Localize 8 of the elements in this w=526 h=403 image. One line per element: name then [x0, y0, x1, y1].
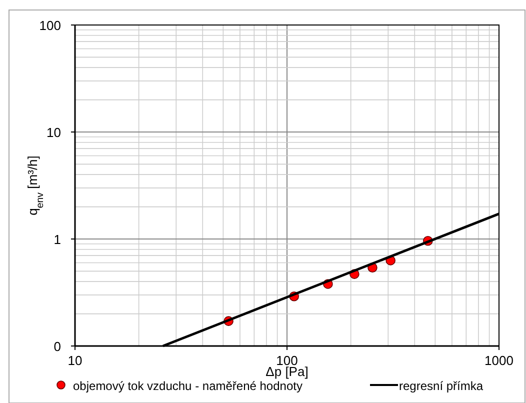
y-tick-label: 10 [46, 125, 61, 140]
y-tick-label: 0 [54, 339, 61, 354]
legend-label: regresní přímka [399, 379, 484, 393]
y-tick-label: 1 [54, 232, 61, 247]
x-tick-label: 10 [68, 353, 82, 368]
x-tick-label: 1000 [484, 353, 514, 368]
y-tick-label: 100 [39, 18, 61, 33]
legend-label: objemový tok vzduchu - naměřené hodnoty [73, 379, 302, 393]
